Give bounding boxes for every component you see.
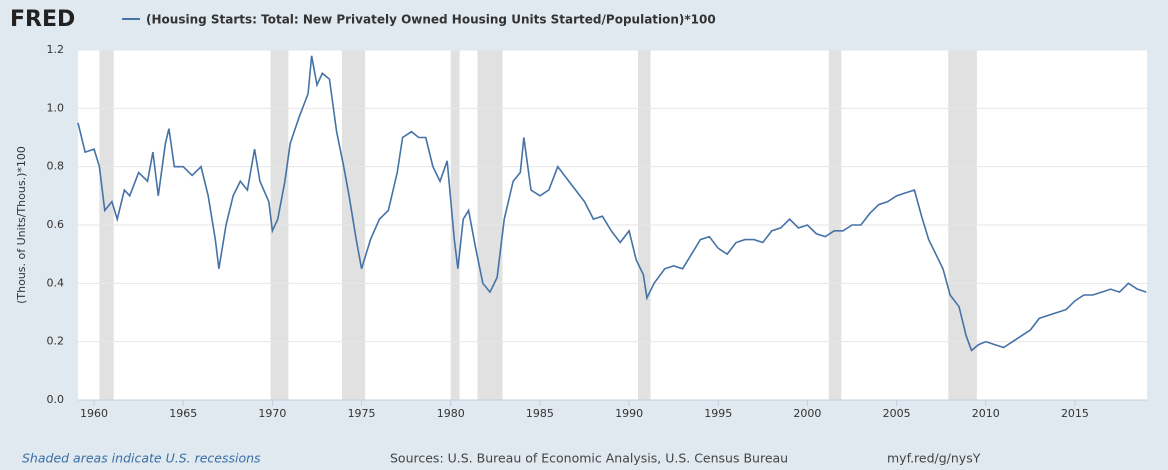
x-tick-label: 1975 (348, 407, 376, 420)
legend-label: (Housing Starts: Total: New Privately Ow… (146, 13, 716, 27)
recession-note[interactable]: Shaded areas indicate U.S. recessions (22, 451, 261, 466)
x-tick-label: 1985 (526, 407, 554, 420)
y-tick-label: 1.2 (47, 43, 65, 56)
logo: FRED (10, 7, 75, 32)
x-tick-label: 2005 (883, 407, 911, 420)
x-tick-label: 1965 (169, 407, 197, 420)
line-series (77, 55, 1147, 352)
short-link[interactable]: myf.red/g/nysY (887, 451, 981, 466)
x-tick-label: 1970 (258, 407, 286, 420)
x-tick-label: 1990 (615, 407, 643, 420)
x-tick-label: 2000 (793, 407, 821, 420)
y-tick-label: 1.0 (47, 101, 65, 114)
y-tick-label: 0.2 (47, 335, 65, 348)
source: Sources: U.S. Bureau of Economic Analysi… (390, 451, 788, 466)
x-tick-label: 1980 (437, 407, 465, 420)
x-tick-label: 2015 (1061, 407, 1089, 420)
y-tick-label: 0.0 (47, 393, 65, 406)
y-tick-label: 0.8 (47, 160, 65, 173)
x-tick-label: 1960 (80, 407, 108, 420)
x-tick-label: 2010 (972, 407, 1000, 420)
y-tick-label: 0.4 (47, 276, 65, 289)
y-axis-label: (Thous. of Units/Thous.)*100 (15, 146, 28, 304)
y-tick-label: 0.6 (47, 218, 65, 231)
x-tick-label: 1995 (704, 407, 732, 420)
